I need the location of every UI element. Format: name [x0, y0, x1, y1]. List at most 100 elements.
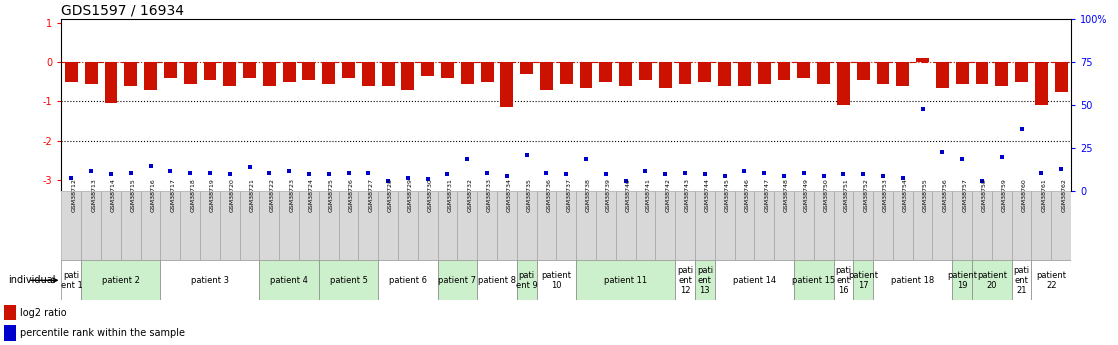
Bar	[82, 260, 161, 300]
Bar	[437, 191, 457, 260]
Bar	[61, 191, 82, 260]
Text: pati
ent
21: pati ent 21	[1014, 266, 1030, 295]
Text: GSM38732: GSM38732	[467, 178, 472, 212]
Bar	[4, 305, 16, 320]
Text: pati
ent
12: pati ent 12	[678, 266, 693, 295]
Text: GDS1597 / 16934: GDS1597 / 16934	[61, 4, 184, 18]
Bar	[359, 191, 378, 260]
Bar	[714, 191, 735, 260]
Bar	[498, 191, 517, 260]
Bar	[853, 191, 873, 260]
Bar	[877, 62, 890, 84]
Bar	[834, 260, 853, 300]
Bar	[263, 62, 276, 86]
Text: patient 14: patient 14	[732, 276, 776, 285]
Bar	[457, 191, 477, 260]
Text: GSM38729: GSM38729	[408, 178, 413, 212]
Bar	[560, 62, 572, 84]
Bar	[679, 62, 691, 84]
Text: GSM38724: GSM38724	[309, 178, 314, 212]
Bar	[576, 260, 675, 300]
Point	[775, 173, 793, 179]
Bar	[936, 62, 949, 88]
Bar	[995, 62, 1008, 86]
Bar	[758, 62, 770, 84]
Bar	[378, 260, 437, 300]
Point	[636, 168, 654, 174]
Bar	[1012, 191, 1032, 260]
Point	[83, 168, 101, 174]
Bar	[738, 62, 751, 86]
Point	[617, 178, 635, 184]
Text: GSM38733: GSM38733	[487, 178, 492, 212]
Bar	[224, 62, 236, 86]
Text: GSM38731: GSM38731	[447, 178, 453, 212]
Text: patient 8: patient 8	[479, 276, 517, 285]
Text: patient 2: patient 2	[102, 276, 140, 285]
Bar	[401, 62, 415, 90]
Text: pati
ent
13: pati ent 13	[697, 266, 713, 295]
Bar	[873, 191, 893, 260]
Point	[498, 173, 515, 179]
Bar	[619, 62, 632, 86]
Bar	[259, 191, 280, 260]
Bar	[956, 62, 968, 84]
Point	[736, 168, 754, 174]
Bar	[183, 62, 197, 84]
Text: patient 7: patient 7	[438, 276, 476, 285]
Point	[695, 171, 713, 177]
Text: pati
ent 9: pati ent 9	[515, 271, 538, 290]
Bar	[893, 191, 912, 260]
Text: GSM38750: GSM38750	[824, 178, 828, 212]
Text: GSM38717: GSM38717	[170, 178, 176, 212]
Bar	[976, 62, 988, 84]
Bar	[477, 260, 517, 300]
Bar	[101, 191, 121, 260]
Point	[557, 171, 575, 177]
Point	[161, 168, 179, 174]
Bar	[932, 191, 953, 260]
Bar	[778, 62, 790, 80]
Text: patient 6: patient 6	[389, 276, 427, 285]
Bar	[599, 62, 613, 82]
Bar	[972, 191, 992, 260]
Text: GSM38716: GSM38716	[151, 178, 155, 212]
Bar	[220, 191, 239, 260]
Text: GSM38751: GSM38751	[843, 178, 849, 212]
Text: GSM38727: GSM38727	[368, 178, 373, 212]
Bar	[477, 191, 498, 260]
Point	[1032, 170, 1050, 175]
Text: GSM38755: GSM38755	[922, 178, 928, 212]
Point	[181, 170, 199, 175]
Bar	[1032, 191, 1051, 260]
Text: GSM38756: GSM38756	[942, 178, 947, 212]
Bar	[659, 62, 672, 88]
Bar	[912, 191, 932, 260]
Point	[913, 106, 931, 111]
Bar	[319, 260, 378, 300]
Bar	[1035, 62, 1048, 105]
Bar	[794, 260, 834, 300]
Bar	[1015, 62, 1027, 82]
Bar	[121, 191, 141, 260]
Bar	[834, 191, 853, 260]
Bar	[319, 191, 339, 260]
Text: GSM38760: GSM38760	[1022, 178, 1026, 212]
Point	[102, 171, 120, 177]
Text: percentile rank within the sample: percentile rank within the sample	[20, 328, 186, 338]
Text: patient
17: patient 17	[849, 271, 879, 290]
Bar	[557, 191, 576, 260]
Point	[458, 156, 476, 161]
Text: GSM38748: GSM38748	[784, 178, 789, 212]
Bar	[164, 62, 177, 78]
Text: GSM38714: GSM38714	[111, 178, 116, 212]
Text: GSM38740: GSM38740	[626, 178, 631, 212]
Bar	[540, 62, 553, 90]
Point	[756, 170, 774, 175]
Bar	[461, 62, 474, 84]
Bar	[992, 191, 1012, 260]
Bar	[85, 62, 97, 84]
Bar	[161, 260, 259, 300]
Bar	[695, 260, 714, 300]
Bar	[520, 62, 533, 74]
